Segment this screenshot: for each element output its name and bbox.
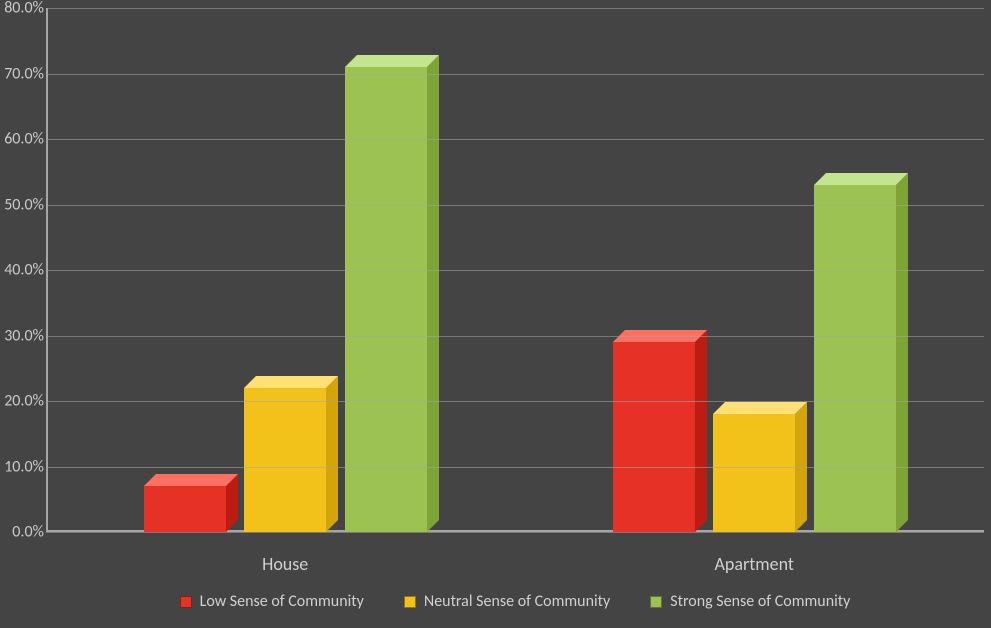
legend-item: Strong Sense of Community — [650, 592, 850, 611]
x-tick-label: House — [262, 553, 308, 575]
y-tick-label: 0.0% — [0, 523, 44, 542]
y-tick-label: 60.0% — [0, 130, 44, 149]
gridline — [46, 205, 984, 206]
y-tick-label: 50.0% — [0, 195, 44, 214]
legend: Low Sense of Community Neutral Sense of C… — [46, 592, 984, 611]
y-tick-label: 10.0% — [0, 457, 44, 476]
bar — [144, 486, 226, 532]
bar — [244, 388, 326, 532]
legend-item: Neutral Sense of Community — [404, 592, 610, 611]
bar-front — [345, 67, 427, 532]
gridline — [46, 139, 984, 140]
bar — [345, 67, 427, 532]
bar-side — [326, 376, 338, 532]
legend-label: Strong Sense of Community — [670, 592, 850, 611]
legend-swatch — [404, 596, 416, 608]
bar-front — [613, 342, 695, 532]
gridline — [46, 270, 984, 271]
y-tick-label: 30.0% — [0, 326, 44, 345]
gridline — [46, 336, 984, 337]
chart-container: Low Sense of Community Neutral Sense of C… — [0, 0, 991, 628]
y-tick-label: 20.0% — [0, 392, 44, 411]
y-tick-label: 80.0% — [0, 0, 44, 18]
legend-label: Neutral Sense of Community — [424, 592, 610, 611]
bar-top — [713, 402, 807, 414]
gridline — [46, 401, 984, 402]
y-tick-label: 40.0% — [0, 261, 44, 280]
bar-top — [244, 376, 338, 388]
bar-top — [814, 173, 908, 185]
x-tick-label: Apartment — [714, 553, 793, 575]
bar — [613, 342, 695, 532]
gridline — [46, 8, 984, 9]
bar-front — [244, 388, 326, 532]
bar-front — [144, 486, 226, 532]
bar-side — [427, 55, 439, 532]
bar-front — [814, 185, 896, 532]
gridline — [46, 532, 984, 533]
legend-swatch — [650, 596, 662, 608]
bar-side — [896, 173, 908, 532]
bar-side — [695, 330, 707, 532]
y-tick-label: 70.0% — [0, 64, 44, 83]
legend-label: Low Sense of Community — [200, 592, 364, 611]
legend-item: Low Sense of Community — [180, 592, 364, 611]
bar-top — [144, 474, 238, 486]
gridline — [46, 467, 984, 468]
plot-area — [46, 8, 984, 532]
bar — [814, 185, 896, 532]
bar-front — [713, 414, 795, 532]
legend-swatch — [180, 596, 192, 608]
bar-top — [345, 55, 439, 67]
bar — [713, 414, 795, 532]
gridline — [46, 74, 984, 75]
